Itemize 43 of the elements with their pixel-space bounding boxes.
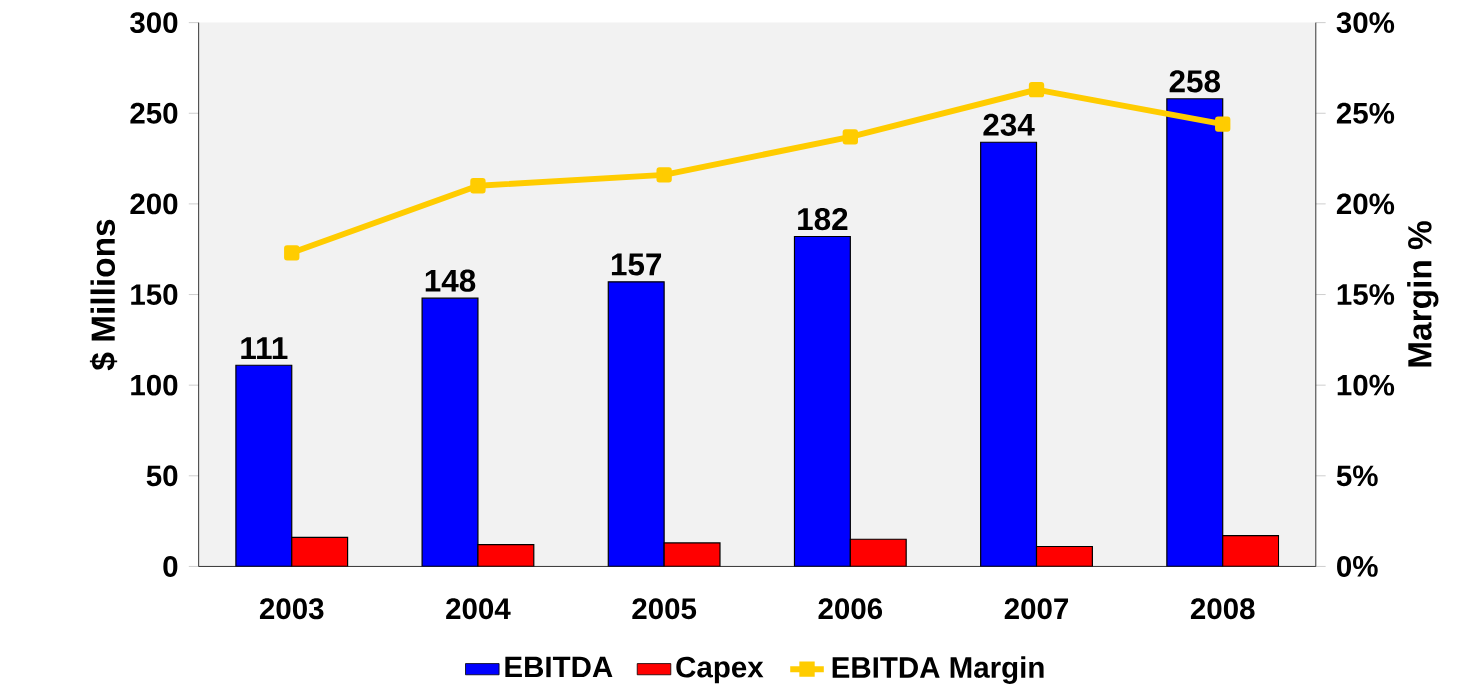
y2-tick-label: 30% [1336,12,1395,33]
y-tick-label: 300 [130,12,178,33]
x-tick-label: 2007 [1004,598,1069,620]
legend-label: EBITDA [505,656,613,678]
y-tick-label: 250 [130,102,178,124]
x-tick-label: 2006 [818,598,883,620]
data-label: 234 [983,113,1035,136]
bar [980,142,1037,567]
bar [1166,98,1224,567]
data-label: 148 [425,269,476,292]
point [842,129,858,145]
point [1215,116,1231,132]
x-tick-label: 2005 [632,598,697,620]
legend-label: Capex [676,656,764,684]
data-label: 182 [798,207,848,231]
y2-tick-label: 25% [1336,102,1395,124]
y2-tick-label: 5% [1336,465,1378,487]
data-label: 258 [1169,70,1221,93]
data-label: 157 [611,253,662,276]
y-axis-title: $ Millions [89,219,118,371]
y-tick-label: 100 [131,374,178,396]
bar [794,236,851,567]
legend-label: EBITDA Margin [832,656,1044,684]
data-label: 111 [241,337,288,359]
x-tick-label: 2003 [259,598,324,620]
x-tick-label: 2004 [446,598,511,620]
point [656,167,672,183]
point [470,178,486,194]
bar [235,365,292,567]
point [284,245,300,261]
y-tick-label: 200 [130,193,178,215]
y2-tick-label: 15% [1337,284,1395,305]
x-tick-label: 2008 [1190,598,1255,620]
y-tick-label: 150 [131,283,178,305]
y2-axis-title: Margin % [1407,221,1439,367]
y-tick-label: 0 [163,555,178,577]
y2-tick-label: 10% [1337,374,1395,396]
y2-tick-label: 0% [1337,555,1378,577]
point [1028,81,1045,98]
y-tick-label: 50 [146,465,178,487]
bar [422,298,478,567]
bar [608,281,665,567]
y2-tick-label: 20% [1336,193,1395,215]
